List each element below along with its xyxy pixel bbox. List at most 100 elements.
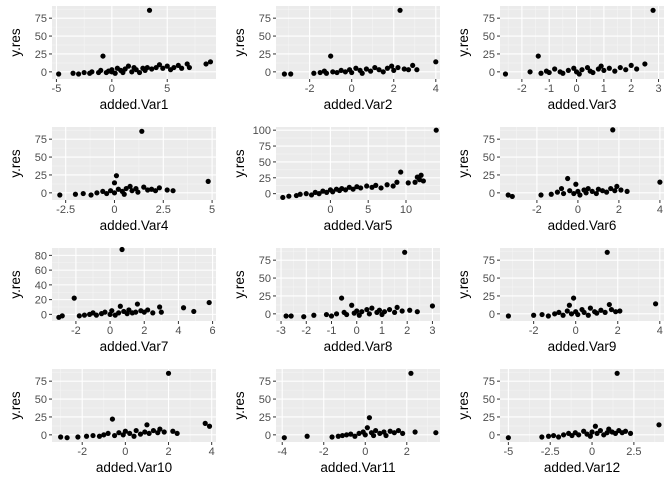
data-point: [650, 7, 656, 13]
data-point: [364, 425, 370, 431]
data-point: [581, 309, 587, 316]
data-point: [288, 313, 294, 319]
data-point: [362, 432, 368, 438]
data-point: [139, 128, 145, 134]
data-point: [323, 311, 330, 318]
data-point: [157, 426, 163, 432]
data-point: [96, 433, 103, 439]
y-tick-label: 75: [35, 134, 47, 146]
data-point: [420, 178, 426, 184]
data-point: [550, 432, 557, 439]
data-point: [363, 66, 370, 72]
panel-11: -4 -2 0 2 0 25 50 75 added.Var11 y.res: [232, 369, 440, 475]
y-axis-title: y.res: [232, 391, 247, 420]
data-point: [527, 69, 533, 75]
data-point: [509, 193, 515, 200]
y-tick-label: 25: [35, 49, 47, 61]
x-tick-label: 0: [349, 83, 355, 95]
x-tick-label: 6: [210, 325, 216, 337]
data-point: [83, 433, 90, 439]
x-tick-label: 0: [573, 83, 579, 95]
data-point: [608, 185, 614, 192]
x-tick-label: 1: [601, 83, 607, 95]
x-tick-label: -2: [529, 325, 539, 337]
data-point: [584, 64, 591, 71]
data-point: [205, 178, 211, 184]
data-point: [281, 435, 287, 441]
data-point: [206, 423, 213, 429]
data-point: [433, 127, 439, 133]
data-point: [546, 69, 552, 76]
x-tick-label: 5: [209, 204, 215, 216]
data-point: [81, 69, 87, 76]
data-point: [623, 67, 629, 73]
data-point: [400, 430, 406, 437]
data-point: [100, 53, 106, 59]
data-point: [116, 430, 122, 436]
y-tick-label: 50: [483, 394, 495, 406]
data-point: [158, 309, 164, 315]
data-point: [366, 415, 373, 421]
y-tick-label: 0: [489, 188, 495, 200]
x-tick-label: 5: [365, 204, 371, 216]
data-point: [75, 71, 82, 77]
y-tick-label: 0: [41, 309, 47, 321]
panel-10: -2 0 2 4 0 25 50 75 added.Var10 y.res: [8, 369, 216, 475]
data-point: [394, 304, 400, 311]
data-point: [146, 7, 153, 13]
data-point: [141, 184, 147, 190]
data-point: [129, 188, 135, 194]
data-point: [133, 427, 139, 434]
y-tick-label: 25: [259, 49, 271, 61]
data-point: [395, 427, 402, 434]
data-point: [342, 69, 348, 75]
data-point: [152, 188, 159, 194]
data-point: [391, 309, 398, 316]
panel-12: -5 -2.5 0 2.5 0 25 50 75 added.Var12 y.res: [456, 369, 664, 475]
x-axis-title: added.Var2: [324, 97, 393, 112]
x-tick-label: 2: [628, 83, 634, 95]
data-point: [386, 306, 393, 313]
data-point: [373, 182, 379, 188]
data-point: [127, 183, 133, 190]
data-point: [585, 312, 591, 318]
data-point: [150, 310, 156, 316]
x-tick-label: 0: [354, 325, 360, 337]
data-point: [311, 312, 317, 318]
y-tick-label: 50: [35, 394, 47, 406]
data-point: [170, 188, 176, 194]
data-point: [391, 430, 397, 436]
y-tick-label: 25: [483, 412, 495, 424]
data-point: [297, 191, 303, 197]
data-point: [131, 433, 137, 439]
data-point: [592, 423, 598, 429]
data-point: [329, 434, 335, 440]
data-point: [565, 175, 571, 182]
y-tick-label: 25: [483, 170, 495, 182]
data-point: [604, 189, 610, 195]
data-point: [383, 432, 389, 439]
data-point: [280, 194, 286, 201]
data-point: [608, 306, 615, 313]
y-tick-label: 75: [259, 376, 271, 388]
x-tick-label: -4: [277, 446, 287, 458]
data-point: [75, 434, 81, 440]
y-tick-label: 25: [259, 173, 271, 185]
data-point: [286, 193, 292, 199]
data-point: [376, 67, 382, 73]
y-tick-label: 0: [489, 67, 495, 79]
data-point: [343, 432, 350, 438]
data-point: [80, 190, 86, 197]
data-point: [538, 192, 544, 198]
data-point: [288, 71, 294, 77]
data-point: [554, 189, 561, 195]
data-point: [81, 312, 88, 318]
y-tick-label: 50: [483, 152, 495, 164]
data-point: [570, 295, 577, 301]
x-tick-label: 3: [429, 325, 435, 337]
data-point: [161, 429, 167, 435]
x-tick-label: 2.5: [626, 446, 641, 458]
data-point: [369, 305, 375, 311]
